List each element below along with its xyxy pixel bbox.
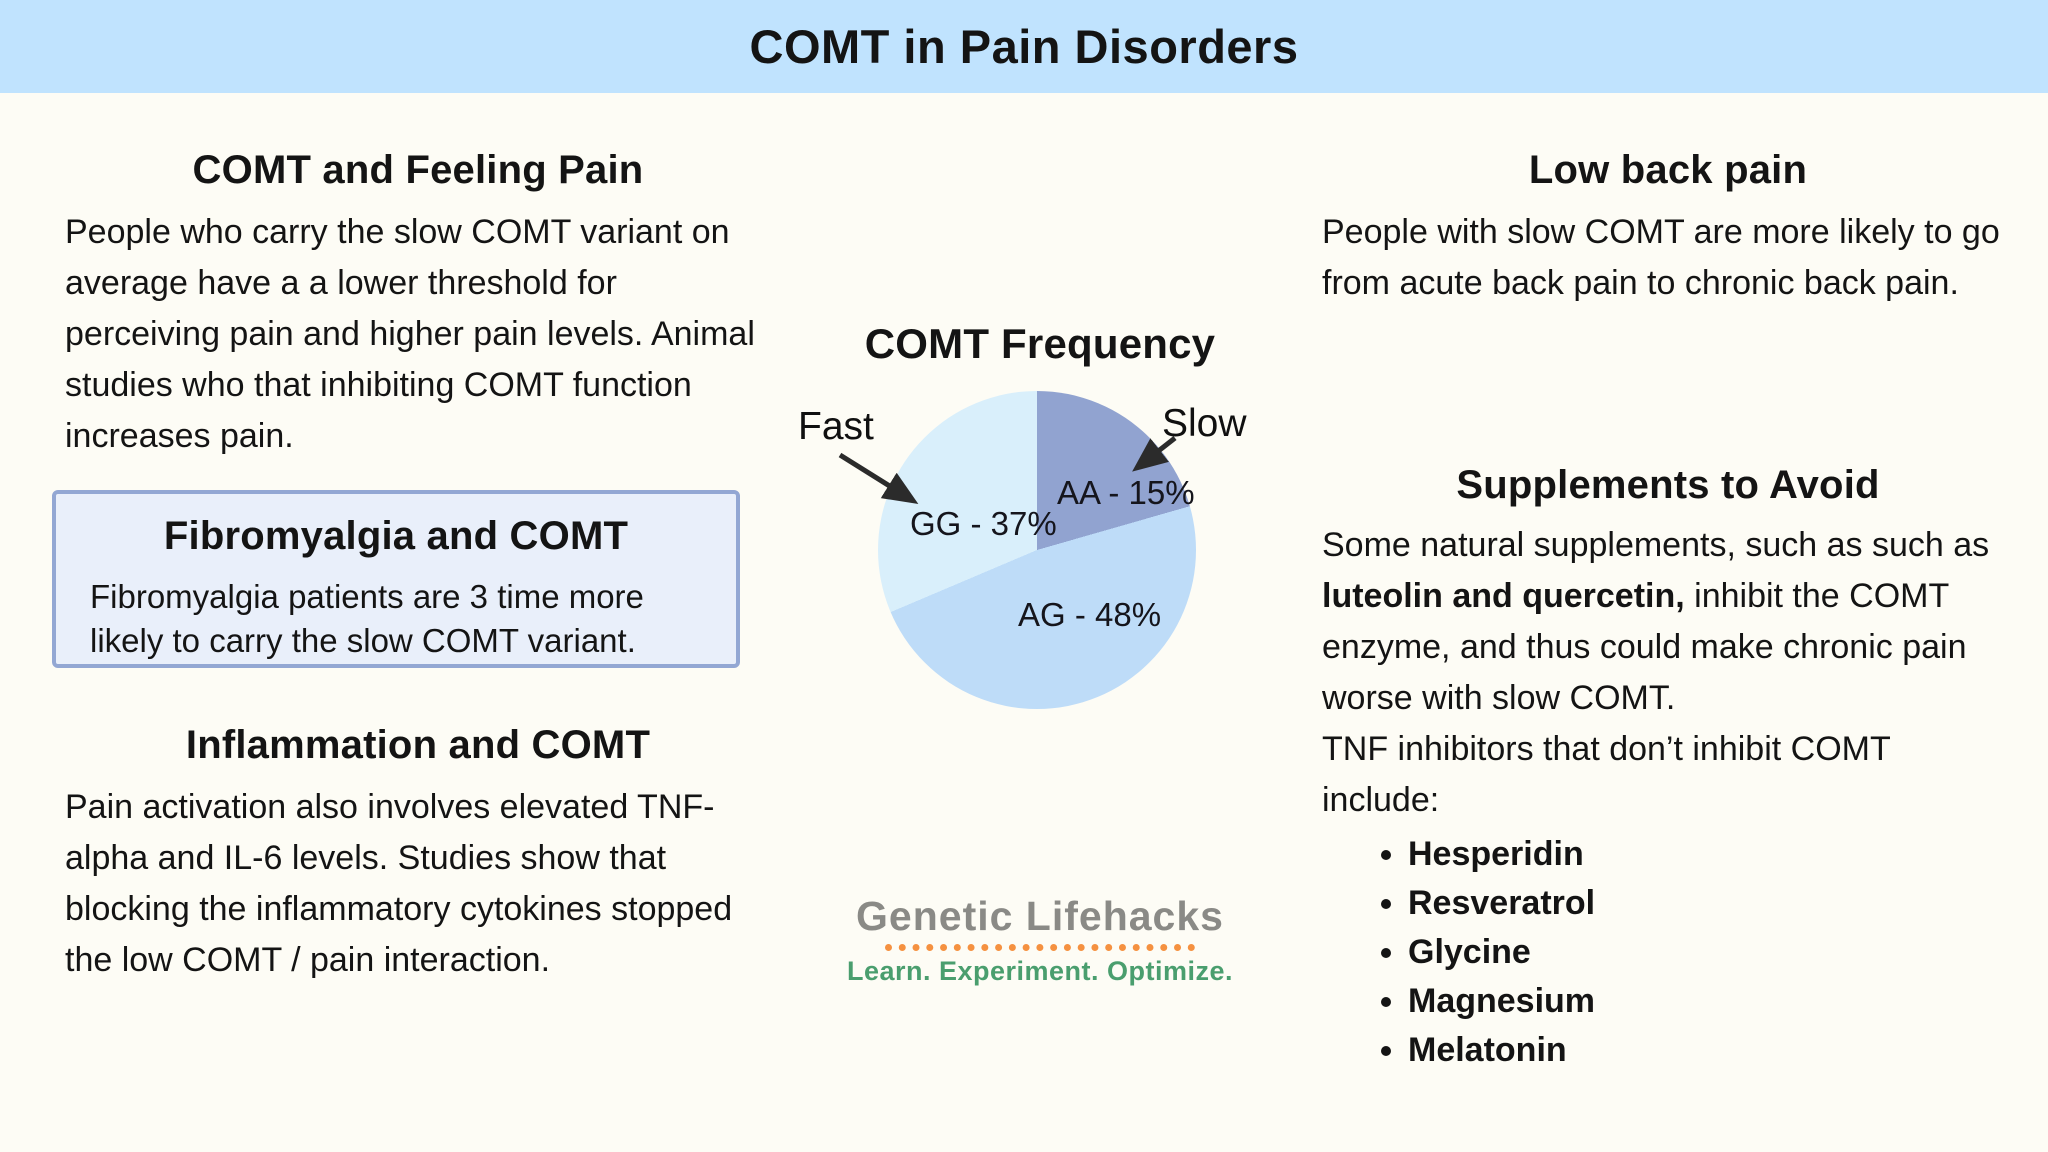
tnf-inhibitors-line: TNF inhibitors that don’t inhibit COMT i… bbox=[1322, 730, 1891, 819]
list-item-magnesium: Magnesium bbox=[1408, 977, 2014, 1026]
list-item-glycine: Glycine bbox=[1408, 928, 2014, 977]
chart-title: COMT Frequency bbox=[864, 320, 1216, 367]
feeling-pain-heading: COMT and Feeling Pain bbox=[192, 148, 644, 192]
supplements-body-bold: luteolin and quercetin, bbox=[1322, 577, 1685, 615]
low-back-pain-heading: Low back pain bbox=[1528, 148, 1808, 192]
dotted-divider bbox=[885, 944, 1195, 951]
list-item-resveratrol: Resveratrol bbox=[1408, 879, 2014, 928]
pie-chart bbox=[878, 391, 1196, 709]
supplement-list: Hesperidin Resveratrol Glycine Magnesium… bbox=[1322, 830, 2014, 1075]
pie-slice-label-aa: AA - 15% bbox=[1057, 474, 1195, 511]
title-banner: COMT in Pain Disorders bbox=[0, 0, 2048, 93]
pie-slice-label-gg: GG - 37% bbox=[910, 505, 1057, 542]
section-comt-feeling-pain: COMT and Feeling Pain People who carry t… bbox=[65, 148, 771, 462]
comt-frequency-chart: COMT Frequency AA - 15% AG - 48% GG - 37… bbox=[790, 320, 1290, 720]
pie-slice-label-ag: AG - 48% bbox=[1018, 596, 1162, 633]
slow-annotation-label: Slow bbox=[1162, 402, 1247, 445]
fibromyalgia-heading: Fibromyalgia and COMT bbox=[163, 514, 629, 558]
inflammation-body: Pain activation also involves elevated T… bbox=[65, 788, 733, 979]
supplements-body-suffix: inhibit the COMT enzyme, and thus could … bbox=[1322, 577, 1967, 717]
low-back-pain-body: People with slow COMT are more likely to… bbox=[1322, 213, 2000, 302]
section-low-back-pain: Low back pain People with slow COMT are … bbox=[1322, 148, 2014, 309]
list-item-hesperidin: Hesperidin bbox=[1408, 830, 2014, 879]
fast-annotation-label: Fast bbox=[798, 405, 874, 448]
logo-tagline: Learn. Experiment. Optimize. bbox=[846, 956, 1234, 986]
genetic-lifehacks-logo: Genetic Lifehacks Learn. Experiment. Opt… bbox=[790, 893, 1290, 987]
fibromyalgia-callout-box: Fibromyalgia and COMT Fibromyalgia patie… bbox=[52, 490, 740, 668]
feeling-pain-body: People who carry the slow COMT variant o… bbox=[65, 213, 755, 455]
supplements-body: Some natural supplements, such as such a… bbox=[1322, 520, 2014, 724]
inflammation-heading: Inflammation and COMT bbox=[185, 723, 651, 767]
section-inflammation: Inflammation and COMT Pain activation al… bbox=[65, 723, 771, 986]
page-title: COMT in Pain Disorders bbox=[749, 20, 1299, 73]
list-item-melatonin: Melatonin bbox=[1408, 1026, 2014, 1075]
supplements-heading: Supplements to Avoid bbox=[1456, 463, 1880, 507]
fibromyalgia-body: Fibromyalgia patients are 3 time more li… bbox=[90, 578, 644, 659]
supplements-body-prefix: Some natural supplements, such as such a… bbox=[1322, 526, 1990, 564]
logo-wordmark: Genetic Lifehacks bbox=[856, 893, 1224, 939]
section-supplements-to-avoid: Supplements to Avoid Some natural supple… bbox=[1322, 463, 2014, 1075]
